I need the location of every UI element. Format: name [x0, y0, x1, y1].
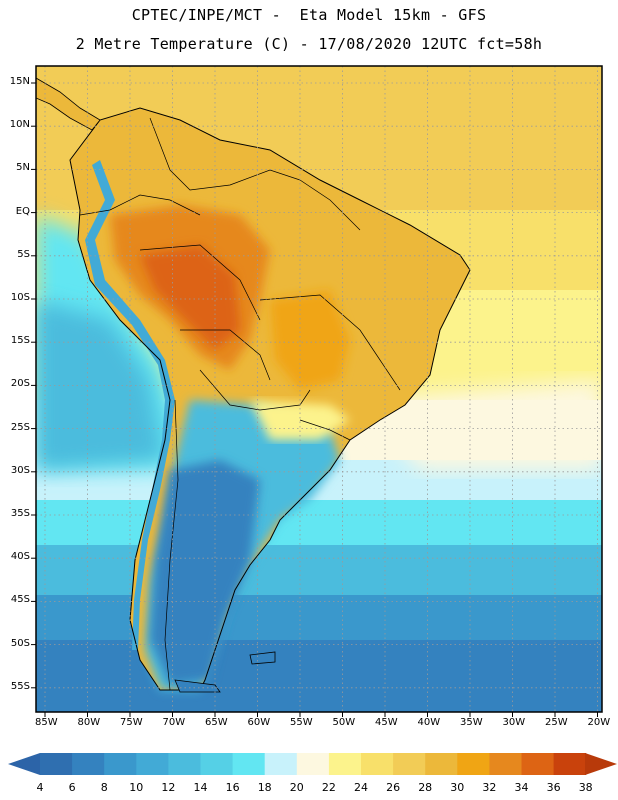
colorbar-high-arrow: [585, 753, 617, 775]
lon-label: 85W: [35, 717, 58, 728]
colorbar-label: 18: [257, 781, 272, 794]
colorbar-swatch: [264, 753, 298, 775]
colorbar-swatch: [521, 753, 555, 775]
border-colombia-venezuela: [149, 117, 301, 191]
colorbar-swatch: [425, 753, 458, 775]
colorbar-swatch: [136, 753, 169, 775]
colorbar-swatch: [553, 753, 587, 775]
lat-label: 25S: [10, 421, 30, 433]
colorbar-label: 20: [289, 781, 304, 794]
colorbar-label: 32: [482, 781, 497, 794]
lat-label: 5N: [16, 162, 30, 174]
colorbar-label: 22: [321, 781, 336, 794]
colorbar-swatch: [489, 753, 522, 775]
axis-ticks: [31, 82, 598, 717]
lat-label: 55S: [10, 680, 30, 692]
lat-label: 10S: [10, 292, 30, 303]
lat-label: 50S: [10, 637, 30, 649]
colorbar-swatch: [393, 753, 426, 775]
colorbar-label: 24: [354, 781, 368, 794]
lon-label: 20W: [587, 717, 611, 728]
colorbar-swatch: [40, 753, 73, 775]
colorbar-label: 12: [161, 781, 176, 794]
map-frame: [35, 65, 603, 713]
coastline: [69, 107, 471, 691]
border-peru-brazil: [139, 244, 261, 321]
lon-label: 80W: [77, 717, 101, 728]
patagonia-cold: [150, 460, 260, 685]
colorbar-swatch: [361, 753, 394, 775]
tierra-del-fuego: [174, 679, 221, 693]
lon-label: 55W: [290, 717, 313, 728]
colorbar-low-arrow: [8, 753, 40, 775]
colorbar-label: 30: [450, 781, 465, 794]
lon-label: 75W: [120, 717, 143, 728]
colorbar-label: 28: [418, 781, 433, 794]
colorbar-swatch: [200, 753, 234, 775]
colorbar-label: 38: [578, 781, 593, 794]
colorbar-label: 8: [100, 781, 108, 794]
lat-label: 10N: [9, 119, 30, 131]
colorbar-swatch: [328, 753, 362, 775]
title-line-1: CPTEC/INPE/MCT - Eta Model 15km - GFS: [131, 6, 487, 24]
colorbar-swatch: [72, 753, 105, 775]
border-paraguay-argentina: [199, 369, 311, 411]
lat-label: 15S: [10, 335, 30, 347]
colorbar-swatch: [457, 753, 490, 775]
lat-label: 15N: [9, 76, 30, 87]
lat-label: EQ: [15, 205, 30, 217]
lat-label: 40S: [10, 551, 30, 563]
lon-label: 25W: [545, 717, 568, 728]
lat-label: 45S: [10, 594, 30, 606]
border-bolivia: [180, 329, 271, 381]
border-uruguay: [299, 419, 351, 441]
border-ecuador-peru: [79, 194, 201, 216]
central-america-land: [36, 77, 101, 131]
lon-label: 50W: [332, 717, 356, 728]
colorbar-label: 4: [36, 781, 44, 794]
colorbar-swatch: [296, 753, 330, 775]
colorbar-label: 34: [514, 781, 529, 794]
lon-label: 60W: [247, 717, 271, 728]
atlantic-mild-patch: [360, 380, 602, 470]
lon-label: 45W: [375, 717, 398, 728]
lon-label: 35W: [460, 717, 483, 728]
colorbar-swatch: [232, 753, 266, 775]
colorbar-label: 6: [68, 781, 76, 794]
lat-label: 30S: [10, 464, 30, 476]
colorbar-swatch: [104, 753, 137, 775]
falkland-islands: [249, 651, 276, 665]
lon-label: 30W: [502, 717, 526, 728]
lon-label: 65W: [205, 717, 228, 728]
colorbar-label: 26: [386, 781, 401, 794]
central-brazil-warm: [270, 290, 350, 390]
lat-label: 35S: [10, 508, 30, 519]
colorbar-label: 10: [129, 781, 144, 794]
lat-label: 5S: [17, 248, 30, 260]
colorbar-label: 16: [225, 781, 240, 794]
lon-label: 40W: [417, 717, 441, 728]
border-guianas: [299, 179, 361, 231]
lat-label: 20S: [10, 378, 30, 390]
lon-label: 70W: [162, 717, 186, 728]
colorbar-label: 36: [546, 781, 561, 794]
colorbar-label: 14: [193, 781, 208, 794]
colorbar-swatch: [168, 753, 201, 775]
border-chile-argentina: [164, 399, 179, 691]
title-line-2: 2 Metre Temperature (C) - 17/08/2020 12U…: [75, 35, 543, 53]
